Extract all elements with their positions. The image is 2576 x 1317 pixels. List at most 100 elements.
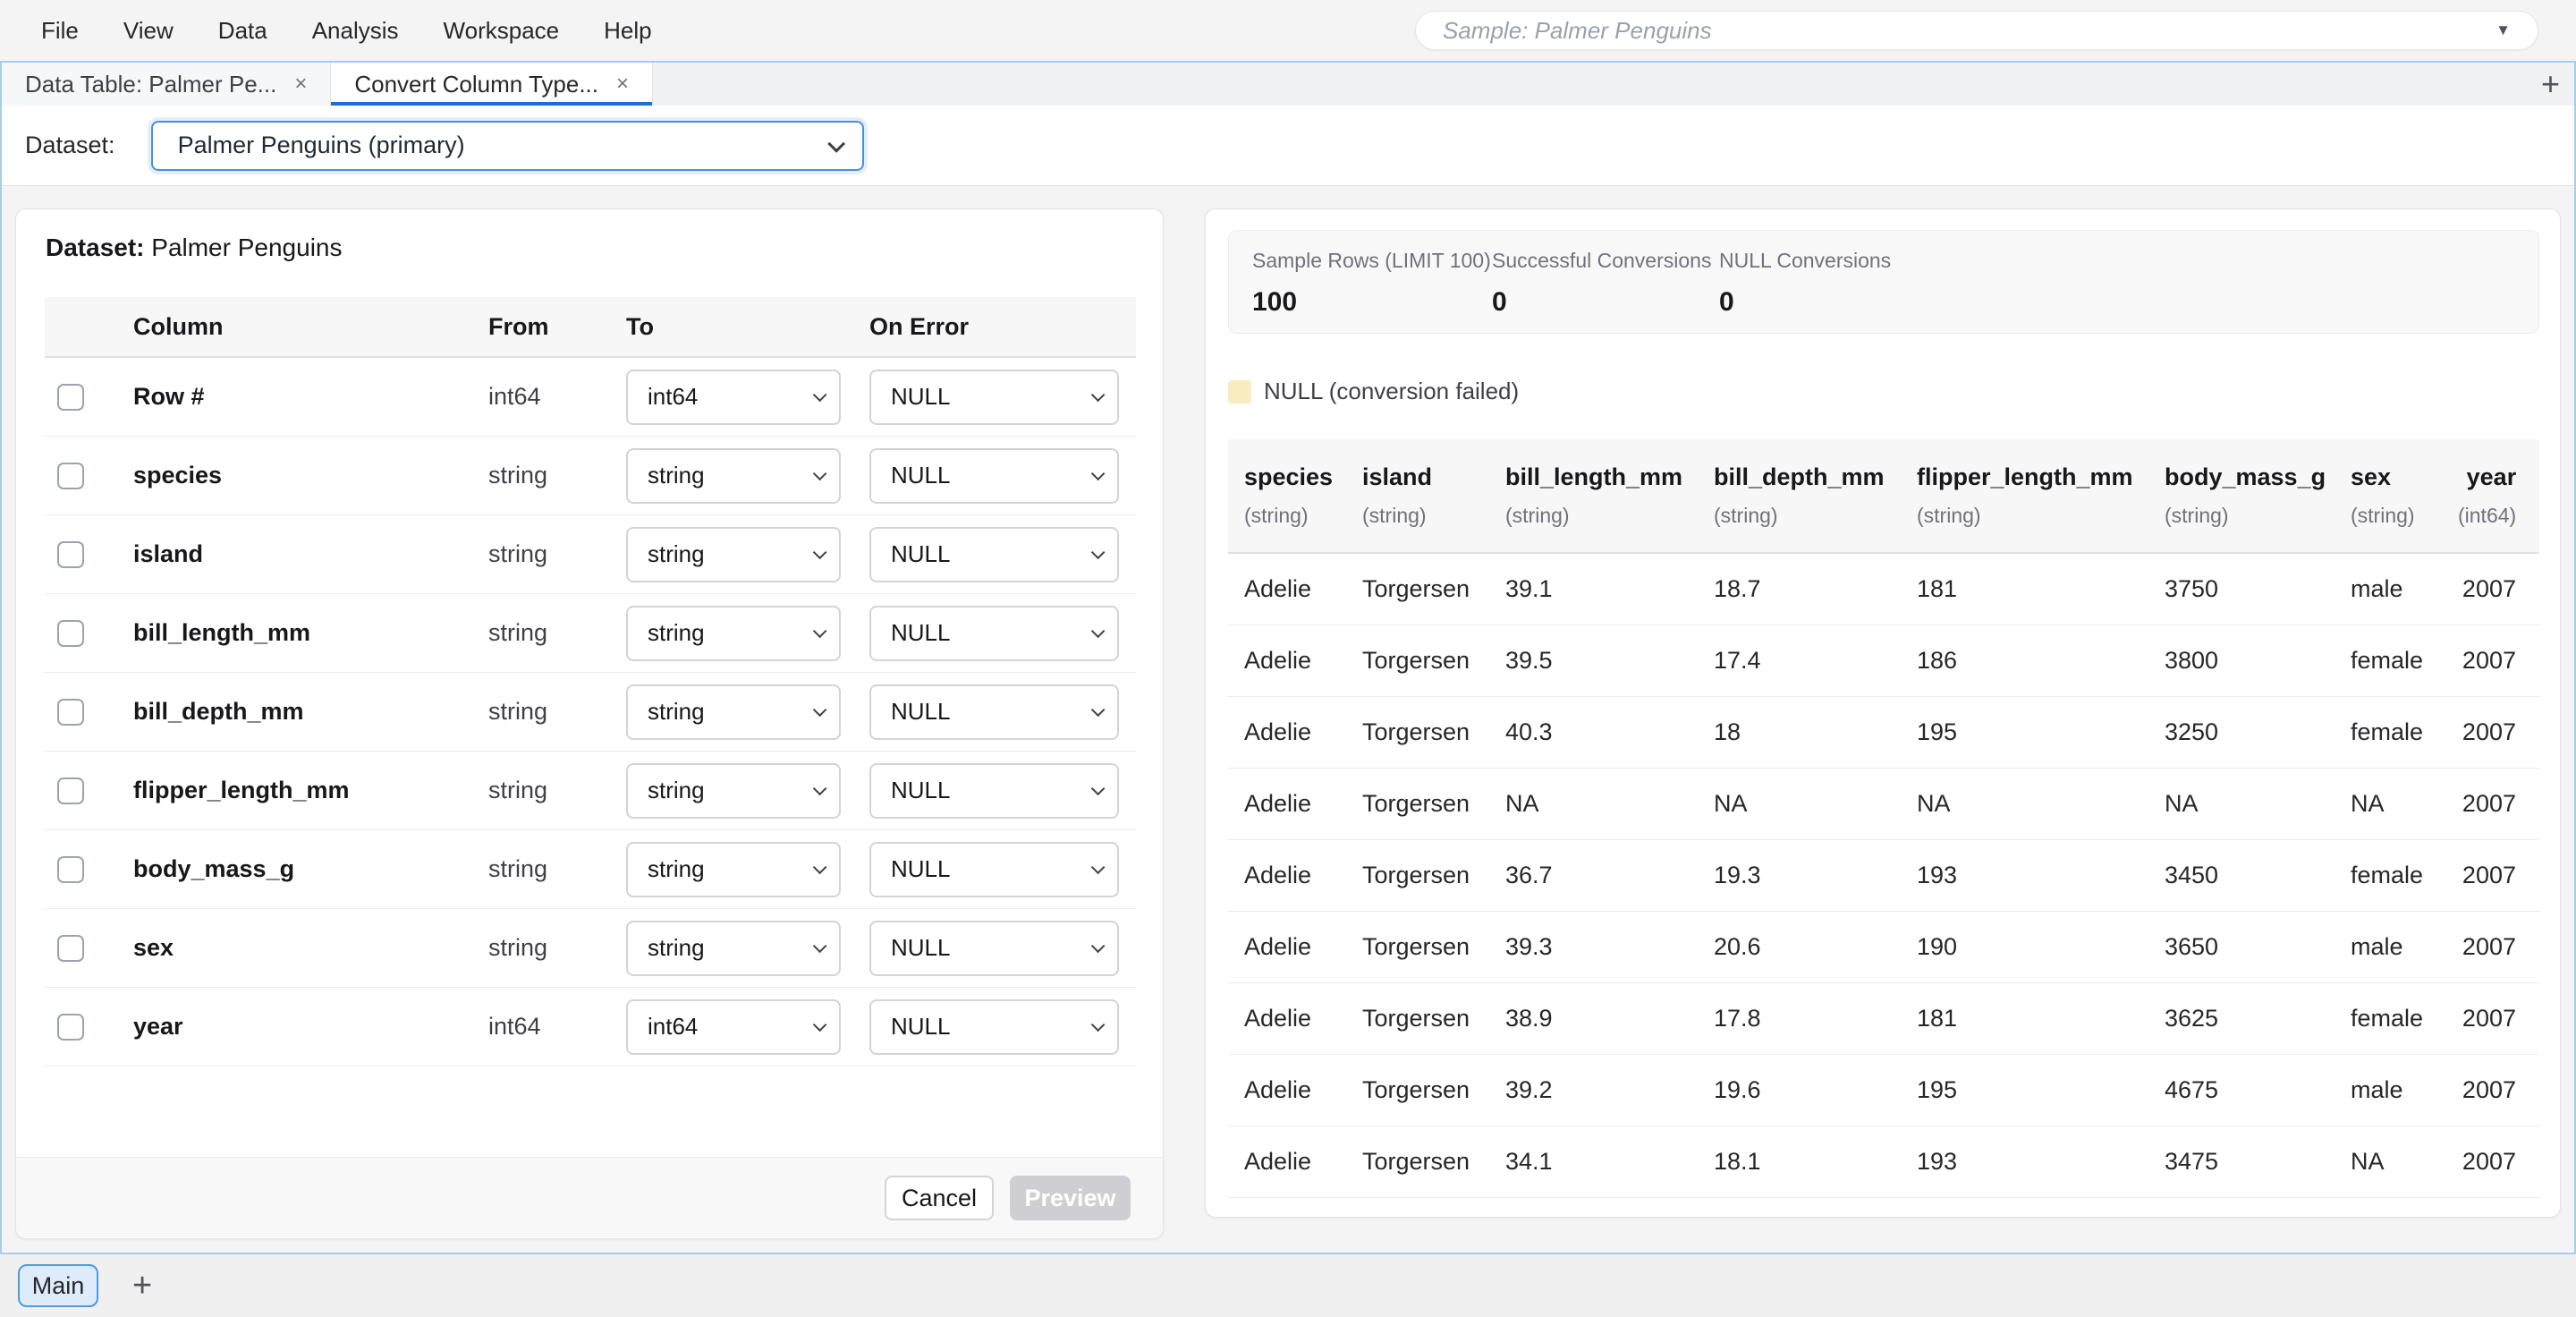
sample-row: Adelie Torgersen 39.3 20.6 190 3650 male 2007 [1228,912,2539,983]
column-name: bill_depth_mm [133,698,304,725]
from-type: string [488,777,548,803]
sample-cell: 193 [1917,1148,1958,1175]
on-error-select[interactable]: NULL [869,605,1119,661]
dataset-select[interactable]: Palmer Penguins (primary) [150,120,864,171]
sample-cell: 186 [1917,647,1958,674]
sample-cell: 18.7 [1714,575,1761,602]
header-on-error: On Error [869,312,970,340]
sample-cell: Adelie [1244,718,1312,745]
on-error-select[interactable]: NULL [869,369,1119,425]
column-checkbox[interactable] [57,383,84,411]
sample-col-header-flipper_length_mm: flipper_length_mm (string) [1917,463,2165,528]
sample-col-name: island [1362,463,1433,490]
on-error-value: NULL [891,619,951,646]
to-type-select[interactable]: string [626,526,841,582]
sample-cell: 3475 [2165,1148,2219,1175]
stat-label: Sample Rows (LIMIT 100) [1252,249,1491,272]
chevron-down-icon [826,134,845,153]
column-checkbox[interactable] [57,855,84,883]
to-type-select[interactable]: string [626,841,841,897]
chevron-down-icon [1090,939,1106,954]
checkbox-cell [45,540,121,568]
column-checkbox[interactable] [57,540,84,568]
sample-cell: 18.1 [1714,1148,1761,1175]
checkbox-cell [45,619,121,647]
sample-cell: NA [1714,790,1748,817]
to-type-value: int64 [648,383,699,410]
column-checkbox[interactable] [57,934,84,962]
preview-button[interactable]: Preview [1010,1176,1131,1220]
menu-item-analysis[interactable]: Analysis [311,16,399,44]
menu-item-data[interactable]: Data [217,16,267,44]
dataset-label: Dataset: [25,132,115,158]
to-type-value: int64 [648,1013,699,1040]
add-sheet-button[interactable]: + [132,1267,153,1304]
sheet-tab-main[interactable]: Main [18,1264,98,1307]
on-error-select[interactable]: NULL [869,684,1119,740]
tab-label: Convert Column Type... [354,70,598,98]
sample-cell: Adelie [1244,575,1312,602]
on-error-select[interactable]: NULL [869,762,1119,819]
sample-cell: female [2351,862,2424,888]
from-type: string [488,934,548,961]
column-row: year int64 int64 NULL [45,988,1136,1066]
on-error-select[interactable]: NULL [869,841,1119,897]
column-name: sex [133,934,174,961]
column-row: bill_length_mm string string NULL [45,594,1136,673]
sample-cell: Adelie [1244,647,1312,674]
sample-col-name: body_mass_g [2165,463,2326,490]
to-type-select[interactable]: int64 [626,998,841,1055]
column-checkbox[interactable] [57,777,84,804]
to-type-select[interactable]: string [626,920,841,976]
add-tab-button[interactable]: + [2540,65,2560,102]
column-checkbox[interactable] [57,462,84,489]
sample-cell: 2007 [2462,718,2516,745]
stat-label: NULL Conversions [1719,249,1892,272]
on-error-value: NULL [891,698,951,725]
menu-items: File View Data Analysis Workspace Help [0,17,652,45]
chevron-down-icon [1090,624,1106,639]
sample-col-header-bill_length_mm: bill_length_mm (string) [1505,463,1714,528]
null-color-swatch [1228,379,1251,404]
sample-cell: 17.4 [1714,647,1761,674]
sample-col-type: (string) [2165,504,2229,527]
close-icon[interactable]: × [616,72,630,96]
to-type-select[interactable]: int64 [626,369,841,425]
menu-item-workspace[interactable]: Workspace [443,16,560,44]
chevron-down-icon [812,702,827,718]
column-checkbox[interactable] [57,619,84,647]
to-type-select[interactable]: string [626,684,841,740]
close-icon[interactable]: × [294,72,308,96]
cancel-button[interactable]: Cancel [885,1176,994,1220]
header-to: To [626,312,654,340]
document-tab-0[interactable]: Data Table: Palmer Pe... × [2,63,332,106]
sample-cell: 2007 [2462,1076,2516,1103]
on-error-select[interactable]: NULL [869,920,1119,976]
sample-cell: 20.6 [1714,933,1761,960]
to-type-select[interactable]: string [626,762,841,819]
to-type-select[interactable]: string [626,605,841,661]
column-checkbox[interactable] [57,1013,84,1041]
menu-item-help[interactable]: Help [604,16,652,44]
menu-item-view[interactable]: View [123,16,174,44]
to-type-value: string [648,619,705,646]
chevron-down-icon [1090,545,1106,560]
sample-cell: 2007 [2462,933,2516,960]
on-error-value: NULL [891,462,951,489]
on-error-value: NULL [891,934,951,961]
sample-cell: Torgersen [1362,1076,1470,1103]
on-error-select[interactable]: NULL [869,526,1119,582]
panel-dataset-heading-value: Palmer Penguins [151,234,343,261]
sample-cell: 39.5 [1505,647,1553,674]
to-type-value: string [648,934,705,961]
document-tab-1[interactable]: Convert Column Type... × [331,63,654,106]
sample-cell: Adelie [1244,1148,1312,1175]
menu-item-file[interactable]: File [41,16,79,44]
workspace-bar: Main + [0,1254,2576,1317]
on-error-select[interactable]: NULL [869,998,1119,1055]
column-checkbox[interactable] [57,698,84,726]
sample-cell: 39.2 [1505,1076,1553,1103]
on-error-select[interactable]: NULL [869,447,1119,504]
sample-dataset-selector[interactable]: Sample: Palmer Penguins ▼ [1415,11,2538,50]
to-type-select[interactable]: string [626,447,841,504]
